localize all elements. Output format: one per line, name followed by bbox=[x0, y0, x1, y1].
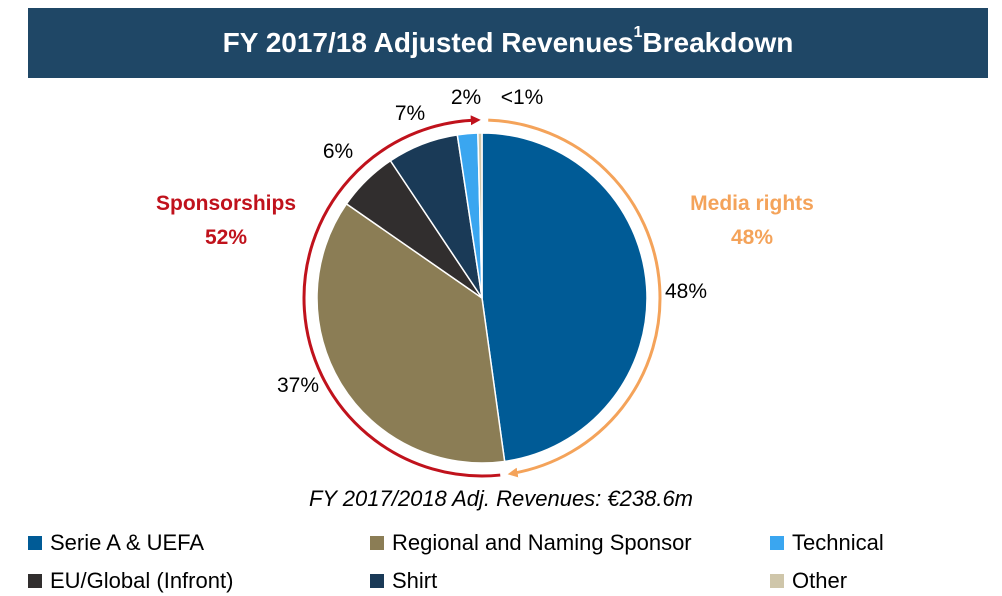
chart-title-banner: FY 2017/18 Adjusted Revenues 1 Breakdown bbox=[28, 8, 988, 78]
title-footnote-marker: 1 bbox=[633, 24, 643, 41]
slice-data-label: <1% bbox=[501, 86, 544, 109]
legend-item: Shirt bbox=[370, 568, 437, 594]
chart-title: FY 2017/18 Adjusted Revenues bbox=[222, 27, 634, 58]
media-rights-value: 48% bbox=[731, 226, 773, 249]
slice-data-label: 2% bbox=[451, 86, 481, 109]
chart-subtitle: FY 2017/2018 Adj. Revenues: €238.6m bbox=[308, 486, 694, 511]
legend-swatch bbox=[370, 536, 384, 550]
legend-item: Technical bbox=[770, 530, 884, 556]
pie-slice-other bbox=[477, 132, 483, 299]
slice-data-label: 37% bbox=[277, 374, 319, 397]
legend-item: Serie A & UEFA bbox=[28, 530, 204, 556]
legend-label: Regional and Naming Sponsor bbox=[392, 530, 692, 555]
slice-data-label: 7% bbox=[395, 102, 425, 125]
pie-slices bbox=[316, 132, 648, 464]
legend-label: EU/Global (Infront) bbox=[50, 568, 234, 593]
legend-swatch bbox=[28, 536, 42, 550]
sponsorships-arc bbox=[302, 115, 501, 478]
media-rights-label: Media rights bbox=[690, 192, 814, 215]
slice-labels: 48% 37% 6% 7% 2% <1% bbox=[277, 86, 707, 397]
pie-slice-regional-and-naming-sponsor bbox=[316, 202, 506, 464]
legend-label: Serie A & UEFA bbox=[50, 530, 205, 555]
chart-title-suffix: Breakdown bbox=[642, 27, 794, 58]
sponsorships-value: 52% bbox=[205, 226, 247, 249]
slice-data-label: 48% bbox=[665, 280, 707, 303]
legend-swatch bbox=[770, 574, 784, 588]
sponsorships-label: Sponsorships bbox=[156, 192, 296, 215]
legend: Serie A & UEFA Regional and Naming Sponso… bbox=[28, 524, 988, 594]
legend-item: Regional and Naming Sponsor bbox=[370, 530, 692, 556]
legend-item: Other bbox=[770, 568, 847, 594]
legend-item: EU/Global (Infront) bbox=[28, 568, 233, 594]
media-rights-arc bbox=[488, 118, 662, 478]
legend-swatch bbox=[28, 574, 42, 588]
legend-swatch bbox=[370, 574, 384, 588]
slice-data-label: 6% bbox=[323, 140, 353, 163]
legend-swatch bbox=[770, 536, 784, 550]
legend-label: Shirt bbox=[392, 568, 438, 593]
pie-slice-serie-a-uefa bbox=[481, 132, 648, 463]
legend-label: Technical bbox=[792, 530, 884, 555]
legend-label: Other bbox=[792, 568, 848, 593]
